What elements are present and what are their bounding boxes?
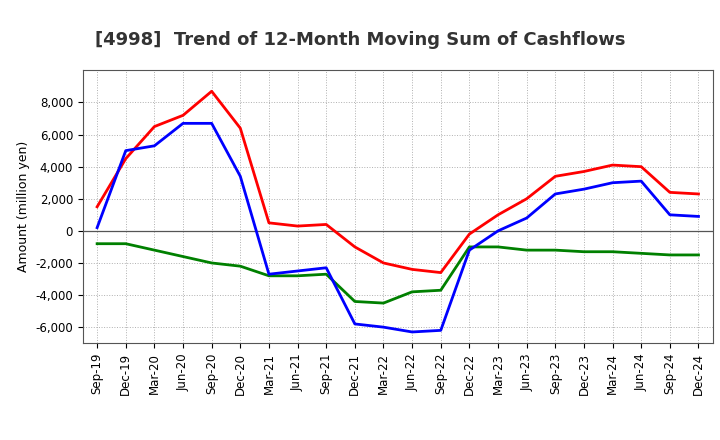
Free Cashflow	[179, 121, 187, 126]
Investing Cashflow	[637, 251, 646, 256]
Free Cashflow	[265, 271, 274, 277]
Investing Cashflow	[236, 264, 245, 269]
Investing Cashflow	[580, 249, 588, 254]
Operating Cashflow	[207, 88, 216, 94]
Investing Cashflow	[465, 244, 474, 249]
Free Cashflow	[150, 143, 158, 148]
Free Cashflow	[694, 214, 703, 219]
Investing Cashflow	[551, 247, 559, 253]
Operating Cashflow	[494, 212, 503, 217]
Free Cashflow	[436, 328, 445, 333]
Operating Cashflow	[436, 270, 445, 275]
Investing Cashflow	[322, 271, 330, 277]
Operating Cashflow	[322, 222, 330, 227]
Free Cashflow	[322, 265, 330, 271]
Investing Cashflow	[150, 247, 158, 253]
Operating Cashflow	[265, 220, 274, 225]
Operating Cashflow	[665, 190, 674, 195]
Free Cashflow	[207, 121, 216, 126]
Free Cashflow	[351, 321, 359, 326]
Free Cashflow	[637, 179, 646, 184]
Free Cashflow	[551, 191, 559, 197]
Operating Cashflow	[379, 260, 388, 266]
Operating Cashflow	[637, 164, 646, 169]
Investing Cashflow	[608, 249, 617, 254]
Investing Cashflow	[351, 299, 359, 304]
Investing Cashflow	[522, 247, 531, 253]
Operating Cashflow	[580, 169, 588, 174]
Investing Cashflow	[265, 273, 274, 279]
Operating Cashflow	[551, 174, 559, 179]
Investing Cashflow	[379, 301, 388, 306]
Free Cashflow	[608, 180, 617, 185]
Free Cashflow	[379, 325, 388, 330]
Operating Cashflow	[236, 125, 245, 131]
Operating Cashflow	[408, 267, 416, 272]
Investing Cashflow	[436, 288, 445, 293]
Free Cashflow	[465, 247, 474, 253]
Free Cashflow	[93, 225, 102, 230]
Text: [4998]  Trend of 12-Month Moving Sum of Cashflows: [4998] Trend of 12-Month Moving Sum of C…	[95, 31, 625, 49]
Free Cashflow	[522, 216, 531, 221]
Investing Cashflow	[408, 289, 416, 294]
Investing Cashflow	[93, 241, 102, 246]
Investing Cashflow	[293, 273, 302, 279]
Line: Operating Cashflow: Operating Cashflow	[97, 91, 698, 273]
Operating Cashflow	[522, 196, 531, 202]
Investing Cashflow	[694, 252, 703, 257]
Free Cashflow	[494, 228, 503, 234]
Free Cashflow	[580, 187, 588, 192]
Operating Cashflow	[608, 162, 617, 168]
Y-axis label: Amount (million yen): Amount (million yen)	[17, 141, 30, 272]
Free Cashflow	[408, 329, 416, 334]
Operating Cashflow	[293, 224, 302, 229]
Free Cashflow	[236, 174, 245, 179]
Investing Cashflow	[665, 252, 674, 257]
Line: Free Cashflow: Free Cashflow	[97, 123, 698, 332]
Free Cashflow	[293, 268, 302, 274]
Investing Cashflow	[179, 254, 187, 259]
Investing Cashflow	[494, 244, 503, 249]
Operating Cashflow	[93, 204, 102, 209]
Operating Cashflow	[351, 244, 359, 249]
Operating Cashflow	[150, 124, 158, 129]
Investing Cashflow	[207, 260, 216, 266]
Free Cashflow	[665, 212, 674, 217]
Line: Investing Cashflow: Investing Cashflow	[97, 244, 698, 303]
Operating Cashflow	[465, 231, 474, 237]
Operating Cashflow	[694, 191, 703, 197]
Investing Cashflow	[122, 241, 130, 246]
Operating Cashflow	[179, 113, 187, 118]
Free Cashflow	[122, 148, 130, 153]
Operating Cashflow	[122, 156, 130, 161]
